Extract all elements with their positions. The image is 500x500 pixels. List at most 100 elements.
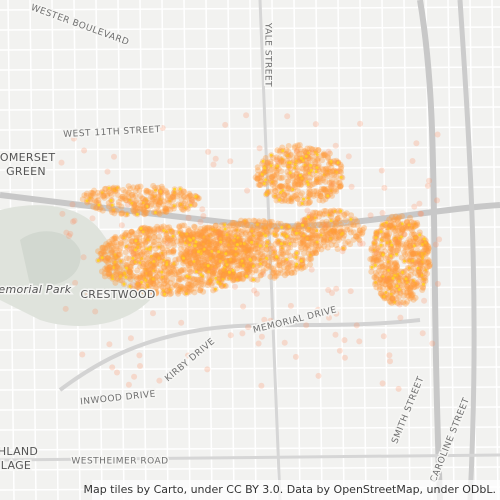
point-core [228, 258, 232, 262]
point [112, 233, 119, 240]
point [150, 239, 157, 245]
point [379, 380, 386, 387]
point-core [391, 276, 395, 280]
point [205, 148, 212, 155]
street [0, 466, 500, 471]
point [106, 341, 113, 348]
point [322, 208, 329, 214]
point [228, 234, 235, 241]
point [194, 279, 201, 286]
point [136, 234, 143, 241]
point [167, 269, 174, 276]
point [210, 231, 217, 237]
point [206, 256, 213, 263]
point [161, 277, 168, 284]
point [184, 289, 191, 295]
point [164, 191, 171, 197]
point [269, 256, 276, 262]
point-core [184, 292, 188, 296]
point [216, 275, 223, 282]
point [98, 268, 105, 275]
point [197, 287, 204, 294]
point [245, 324, 252, 331]
street [0, 126, 500, 131]
point [432, 241, 439, 248]
point [81, 147, 88, 154]
point [114, 276, 121, 282]
point [212, 236, 219, 243]
point [168, 268, 175, 275]
point [288, 269, 295, 276]
point-core [160, 270, 164, 274]
point [199, 233, 206, 240]
point-core [285, 258, 289, 261]
point-core [152, 259, 156, 263]
point [166, 236, 173, 243]
point [312, 246, 319, 253]
point-core [191, 236, 195, 240]
point [255, 237, 262, 244]
point [194, 228, 200, 235]
point [422, 277, 429, 284]
point [175, 255, 182, 262]
point [284, 249, 291, 256]
point [128, 238, 135, 245]
point [170, 249, 177, 256]
point-core [100, 256, 104, 260]
attribution: Map tiles by Carto, under CC BY 3.0. Dat… [83, 483, 496, 496]
point [339, 248, 346, 255]
point-core [339, 209, 343, 213]
point [263, 265, 270, 272]
point-core [370, 265, 374, 269]
point [288, 259, 295, 266]
point [164, 196, 171, 203]
point [185, 257, 192, 264]
point-core [251, 264, 255, 268]
point [255, 340, 262, 347]
point [308, 256, 315, 262]
point-core [139, 280, 143, 284]
point [236, 262, 243, 269]
point [213, 234, 220, 241]
point [143, 288, 150, 295]
point [104, 168, 111, 175]
point [195, 255, 202, 261]
point [104, 255, 111, 261]
point [186, 288, 193, 295]
point [81, 192, 88, 199]
point-core [119, 259, 123, 263]
point [144, 228, 151, 235]
point [342, 217, 349, 224]
point [178, 239, 185, 246]
point [212, 222, 219, 229]
street [0, 66, 500, 71]
point [227, 229, 234, 236]
point-core [233, 234, 237, 238]
point [127, 264, 134, 270]
point [136, 352, 143, 359]
point [106, 267, 113, 274]
point [307, 198, 313, 205]
point [276, 261, 283, 268]
point [183, 254, 190, 261]
point [198, 259, 205, 266]
point [188, 282, 195, 289]
point [115, 251, 122, 258]
point-core [149, 261, 153, 265]
point [258, 246, 265, 253]
point [129, 281, 136, 288]
point [199, 253, 206, 260]
point [233, 258, 240, 265]
point [144, 225, 151, 232]
point [170, 240, 177, 247]
point [131, 203, 138, 210]
point [286, 163, 293, 170]
point [150, 263, 157, 270]
point [277, 267, 284, 273]
point [152, 285, 159, 292]
point [175, 269, 182, 276]
place-label: CRESTWOOD [80, 288, 155, 301]
point [230, 276, 237, 283]
point [115, 201, 122, 208]
point [211, 265, 218, 271]
